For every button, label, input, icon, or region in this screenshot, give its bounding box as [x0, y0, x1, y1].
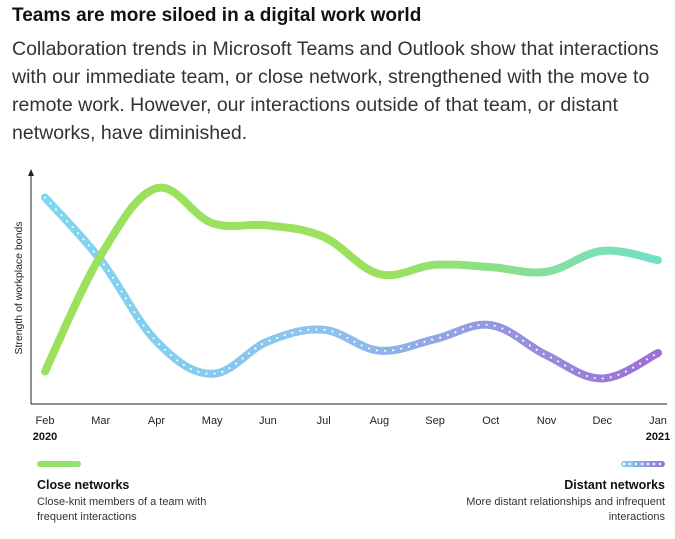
y-axis-arrow: [28, 169, 34, 176]
legend-distant-networks-description: More distant relationships and infrequen…: [466, 496, 665, 523]
x-year-label-start: 2020: [33, 431, 57, 443]
x-tick-label-apr: Apr: [148, 415, 165, 427]
series-line-close-networks: [41, 183, 662, 376]
series-distant-networks: [41, 193, 662, 383]
series-close-networks: [41, 183, 662, 376]
data-point-distant-networks-apr: [152, 337, 160, 345]
data-point-distant-networks-jan: [654, 349, 662, 357]
data-point-distant-networks-nov: [543, 351, 551, 359]
x-tick-label-sep: Sep: [425, 415, 445, 427]
x-tick-label-aug: Aug: [370, 415, 390, 427]
x-tick-label-jun: Jun: [259, 415, 277, 427]
data-point-distant-networks-jul: [320, 326, 328, 334]
chart-title: Teams are more siloed in a digital work …: [12, 5, 422, 26]
data-point-close-networks-jun: [264, 221, 272, 229]
x-tick-label-may: May: [202, 415, 223, 427]
series-line-distant-networks: [41, 193, 662, 383]
data-point-distant-networks-dec: [598, 374, 606, 382]
x-tick-labels: Feb Mar Apr May Jun Jul Aug Sep Oct Nov Dec Jan: [36, 415, 667, 427]
x-year-label-end: 2021: [646, 431, 670, 443]
data-point-close-networks-aug: [375, 270, 383, 278]
data-point-close-networks-mar: [97, 252, 105, 260]
data-point-distant-networks-may: [208, 370, 216, 378]
x-tick-label-nov: Nov: [537, 415, 557, 427]
x-tick-label-dec: Dec: [592, 415, 612, 427]
legend-close-networks: Close networks: [37, 478, 130, 492]
series-dots-distant-networks: [44, 196, 659, 380]
x-tick-label-jul: Jul: [317, 415, 331, 427]
data-point-distant-networks-sep: [431, 335, 439, 343]
legend-distant-networks: Distant networks: [564, 478, 665, 492]
data-point-distant-networks-jun: [264, 337, 272, 345]
data-point-close-networks-apr: [152, 184, 160, 192]
x-tick-label-feb: Feb: [36, 415, 55, 427]
y-axis-label: Strength of workplace bonds: [13, 221, 25, 354]
data-point-close-networks-sep: [431, 261, 439, 269]
legend-swatch-close-networks: [37, 461, 81, 467]
data-point-distant-networks-aug: [375, 347, 383, 355]
legend-swatch-distant-networks: [621, 461, 665, 467]
legend-close-networks-description: Close-knit members of a team with freque…: [37, 496, 207, 523]
data-point-close-networks-dec: [598, 247, 606, 255]
data-point-distant-networks-oct: [487, 321, 495, 329]
data-point-close-networks-feb: [41, 368, 49, 376]
data-point-distant-networks-feb: [41, 194, 49, 202]
data-point-close-networks-oct: [487, 263, 495, 271]
x-tick-label-jan: Jan: [649, 415, 667, 427]
data-point-close-networks-nov: [543, 268, 551, 276]
x-tick-label-mar: Mar: [91, 415, 110, 427]
data-point-close-networks-may: [208, 219, 216, 227]
chart-subtitle: Collaboration trends in Microsoft Teams …: [12, 38, 659, 144]
data-point-close-networks-jul: [320, 233, 328, 241]
x-tick-label-oct: Oct: [482, 415, 499, 427]
data-point-close-networks-jan: [654, 256, 662, 264]
